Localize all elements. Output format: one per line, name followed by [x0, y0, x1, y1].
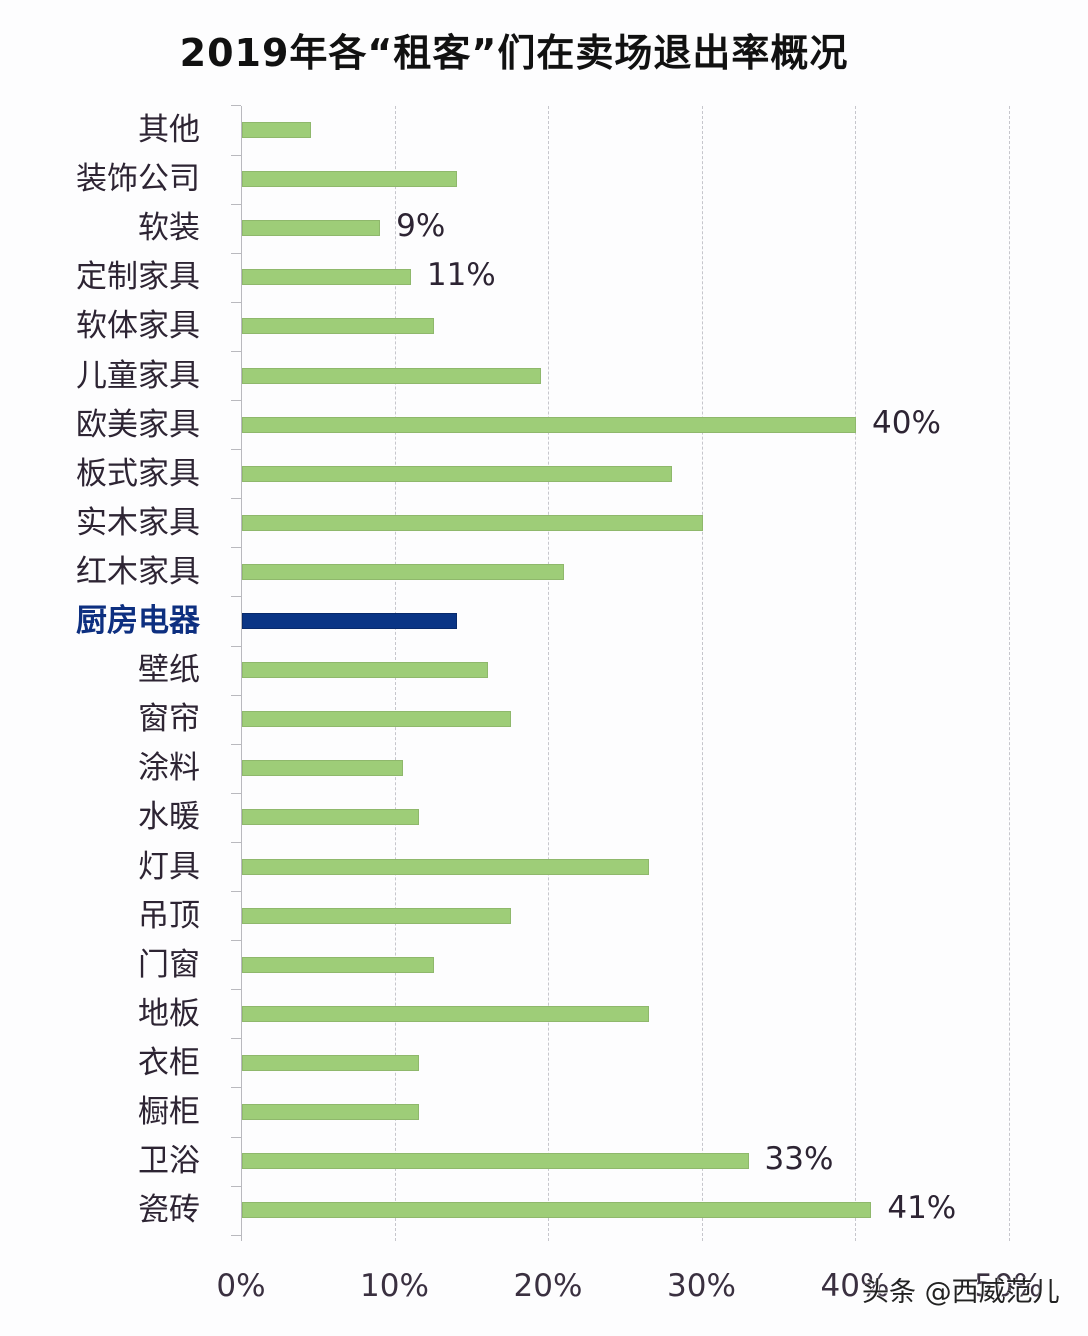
y-axis-tick: [231, 203, 241, 205]
data-label: 11%: [426, 257, 496, 294]
bar: [242, 1202, 872, 1219]
y-axis-tick: [231, 1038, 241, 1040]
category-label: 软体家具: [76, 308, 200, 345]
category-label: 灯具: [138, 848, 200, 885]
y-axis-line: [241, 106, 242, 1241]
y-axis-tick: [231, 645, 241, 647]
category-label: 其他: [138, 112, 200, 148]
gridline: [855, 106, 856, 1241]
y-axis-tick: [231, 498, 241, 500]
x-axis-tick-label: 0%: [216, 1268, 266, 1304]
bar: [242, 1153, 749, 1170]
bar: [242, 269, 411, 286]
data-label: 33%: [764, 1141, 834, 1178]
category-label: 红木家具: [76, 553, 200, 590]
category-label: 卫浴: [138, 1143, 200, 1180]
x-axis-tick-label: 40%: [820, 1268, 890, 1304]
bar: [242, 122, 312, 138]
y-axis-tick: [231, 547, 241, 549]
y-axis-tick: [231, 301, 241, 303]
y-axis-tick: [231, 154, 241, 156]
category-label: 壁纸: [138, 652, 200, 689]
bar: [242, 1054, 419, 1071]
x-axis-tick-label: 10%: [360, 1268, 429, 1304]
gridline: [701, 106, 703, 1241]
y-axis-tick: [231, 105, 241, 107]
y-axis-tick: [231, 449, 241, 451]
y-axis-tick: [231, 694, 241, 696]
gridline: [1008, 106, 1010, 1241]
bar: [242, 1104, 419, 1120]
category-label: 欧美家具: [76, 406, 200, 443]
bar: [242, 956, 434, 973]
category-label: 实木家具: [76, 504, 200, 541]
category-label: 涂料: [138, 750, 200, 787]
category-label: 衣柜: [138, 1044, 200, 1081]
y-axis-tick: [231, 1136, 241, 1138]
watermark: 头条 @西威范儿: [862, 1277, 1060, 1308]
y-axis-tick: [231, 841, 241, 843]
y-axis-tick: [231, 596, 241, 598]
bar: [242, 809, 419, 826]
bar: [242, 563, 565, 580]
bar: [242, 416, 856, 433]
bar: [242, 907, 511, 924]
bar: [242, 220, 381, 237]
y-axis-tick: [231, 891, 241, 893]
category-label: 瓷砖: [138, 1192, 200, 1229]
data-label: 40%: [872, 404, 941, 441]
data-label: 9%: [396, 208, 446, 245]
bar: [242, 662, 488, 679]
category-label: 板式家具: [76, 455, 200, 492]
category-label: 地板: [138, 995, 200, 1032]
x-axis-tick-label: 20%: [513, 1268, 583, 1304]
y-axis-tick: [231, 940, 241, 942]
y-axis-tick: [231, 1234, 241, 1236]
bar: [242, 711, 511, 728]
bar: [242, 613, 457, 629]
bar: [242, 367, 542, 384]
category-label: 定制家具: [76, 259, 200, 296]
category-label: 吊顶: [138, 897, 200, 934]
bar: [242, 465, 672, 482]
y-axis-tick: [231, 743, 241, 745]
gridline: [548, 106, 549, 1241]
y-axis-tick: [231, 350, 241, 352]
category-label: 橱柜: [138, 1094, 200, 1130]
y-axis-tick: [231, 400, 241, 402]
x-axis-tick-label: 30%: [667, 1268, 736, 1304]
bar: [242, 1005, 649, 1022]
y-axis-tick: [231, 792, 241, 794]
chart-title: 2019年各“租客”们在卖场退出率概况: [179, 31, 849, 75]
bar: [242, 760, 404, 777]
category-label: 装饰公司: [76, 161, 200, 198]
category-label: 水暖: [138, 799, 200, 836]
category-label: 厨房电器: [76, 603, 200, 639]
x-axis-tick-label: 50%: [974, 1268, 1043, 1304]
category-label: 窗帘: [138, 701, 200, 738]
bar: [242, 318, 434, 335]
category-label: 儿童家具: [76, 357, 200, 394]
data-label: 41%: [887, 1190, 957, 1227]
y-axis-tick: [231, 989, 241, 991]
bar: [242, 858, 649, 875]
y-axis-tick: [231, 1087, 241, 1089]
bar: [242, 171, 457, 188]
category-label: 软装: [138, 210, 200, 247]
category-label: 门窗: [138, 946, 200, 983]
y-axis-tick: [231, 1185, 241, 1187]
bar: [242, 514, 703, 531]
y-axis-tick: [231, 252, 241, 254]
